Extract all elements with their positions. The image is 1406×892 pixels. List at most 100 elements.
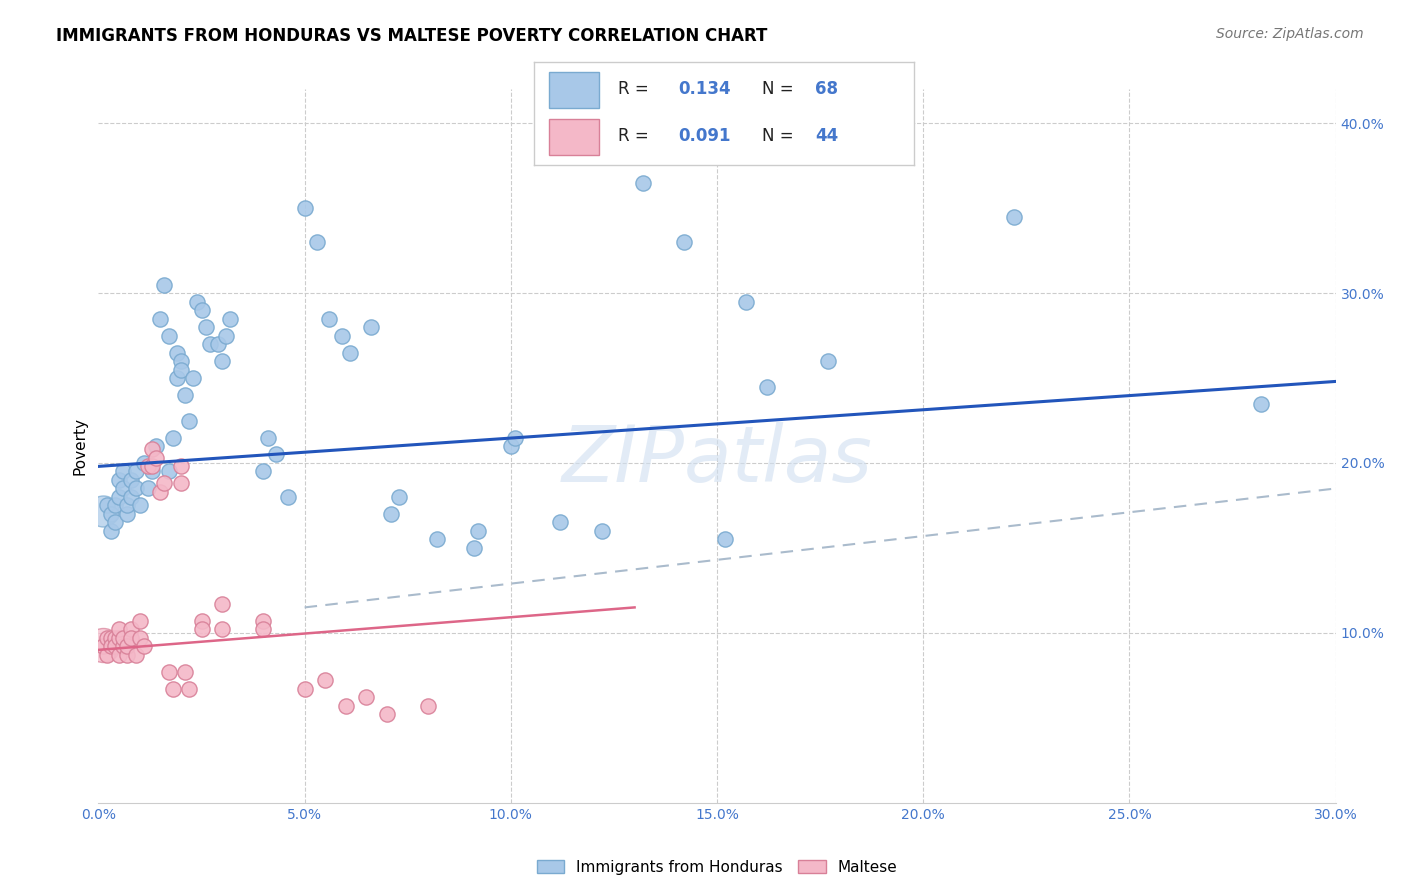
Point	[157, 465, 180, 479]
Point	[335, 698, 357, 713]
Point	[714, 533, 737, 547]
Point	[388, 490, 411, 504]
Point	[375, 707, 398, 722]
Point	[104, 640, 127, 654]
Point	[215, 328, 238, 343]
Point	[153, 476, 176, 491]
Point	[128, 614, 150, 628]
Text: 0.091: 0.091	[679, 128, 731, 145]
Point	[162, 430, 184, 444]
Point	[170, 362, 193, 376]
Point	[467, 524, 489, 538]
Text: 68: 68	[815, 80, 838, 98]
Point	[117, 507, 139, 521]
Point	[463, 541, 485, 555]
Point	[219, 311, 242, 326]
Point	[120, 490, 142, 504]
Point	[96, 631, 118, 645]
Point	[198, 337, 221, 351]
Point	[380, 507, 402, 521]
Point	[360, 320, 382, 334]
Point	[96, 499, 118, 513]
Point	[211, 597, 233, 611]
Point	[108, 631, 131, 645]
Point	[162, 681, 184, 696]
Point	[91, 638, 114, 652]
Text: N =: N =	[762, 128, 799, 145]
Point	[211, 354, 233, 368]
Point	[418, 698, 440, 713]
Point	[108, 623, 131, 637]
Point	[100, 524, 122, 538]
Point	[211, 623, 233, 637]
Point	[91, 640, 114, 654]
Point	[735, 294, 758, 309]
Point	[96, 648, 118, 662]
Point	[294, 681, 316, 696]
Point	[330, 328, 353, 343]
Point	[136, 482, 159, 496]
Point	[108, 648, 131, 662]
Point	[136, 459, 159, 474]
Point	[294, 201, 316, 215]
Point	[174, 665, 197, 679]
Point	[157, 328, 180, 343]
Point	[673, 235, 696, 249]
Point	[108, 473, 131, 487]
Point	[112, 640, 135, 654]
Text: N =: N =	[762, 80, 799, 98]
Point	[170, 354, 193, 368]
Point	[186, 294, 208, 309]
Point	[1250, 396, 1272, 410]
Point	[252, 465, 274, 479]
Text: Source: ZipAtlas.com: Source: ZipAtlas.com	[1216, 27, 1364, 41]
Point	[145, 450, 167, 465]
Text: 0.134: 0.134	[679, 80, 731, 98]
Point	[149, 311, 172, 326]
Point	[817, 354, 839, 368]
Point	[141, 442, 163, 457]
Point	[104, 516, 127, 530]
Point	[1002, 210, 1025, 224]
Point	[128, 631, 150, 645]
Point	[174, 388, 197, 402]
Point	[104, 499, 127, 513]
Point	[339, 345, 361, 359]
Point	[120, 631, 142, 645]
Point	[100, 631, 122, 645]
Text: R =: R =	[617, 80, 654, 98]
Point	[112, 482, 135, 496]
Point	[149, 484, 172, 499]
Point	[141, 459, 163, 474]
Point	[190, 303, 212, 318]
Bar	[550, 119, 599, 155]
Point	[318, 311, 340, 326]
Point	[207, 337, 229, 351]
Point	[91, 503, 114, 517]
Point	[117, 648, 139, 662]
Bar	[550, 71, 599, 108]
Text: 44: 44	[815, 128, 838, 145]
Point	[112, 465, 135, 479]
Point	[157, 665, 180, 679]
Point	[499, 439, 522, 453]
Point	[264, 448, 287, 462]
Point	[591, 524, 613, 538]
Point	[132, 640, 155, 654]
Point	[100, 507, 122, 521]
Point	[124, 482, 146, 496]
Text: ZIPatlas: ZIPatlas	[561, 422, 873, 499]
Point	[179, 413, 201, 427]
Point	[166, 345, 188, 359]
Point	[631, 176, 654, 190]
Point	[190, 614, 212, 628]
Text: IMMIGRANTS FROM HONDURAS VS MALTESE POVERTY CORRELATION CHART: IMMIGRANTS FROM HONDURAS VS MALTESE POVE…	[56, 27, 768, 45]
Point	[550, 516, 572, 530]
Point	[190, 623, 212, 637]
Point	[179, 681, 201, 696]
Point	[181, 371, 204, 385]
Point	[117, 499, 139, 513]
Point	[141, 465, 163, 479]
Point	[112, 631, 135, 645]
Point	[120, 473, 142, 487]
